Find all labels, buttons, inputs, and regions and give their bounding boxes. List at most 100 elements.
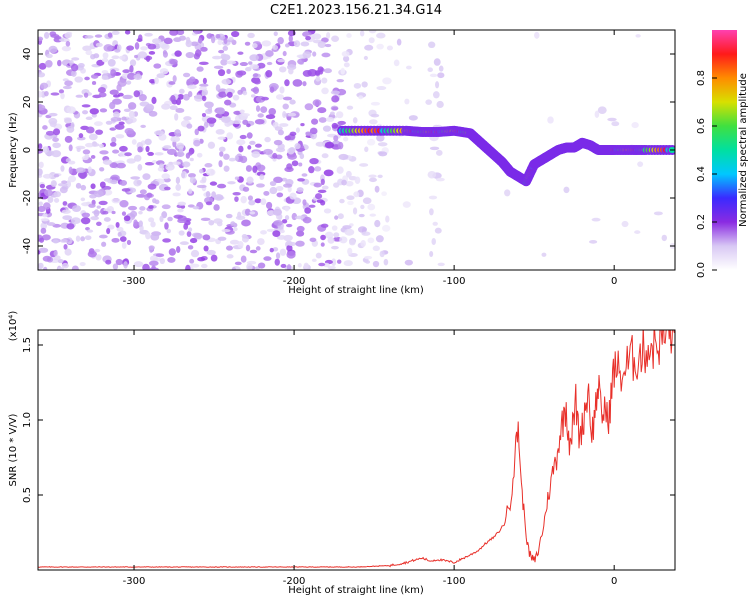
heatmap-cell <box>119 180 128 186</box>
heatmap-cell <box>375 235 384 243</box>
heatmap-cell <box>177 93 185 100</box>
heatmap-cell <box>142 173 151 181</box>
snr-x-axis-label: Height of straight line (km) <box>288 585 424 596</box>
heatmap-cell <box>289 192 297 200</box>
heatmap-cell <box>367 203 376 211</box>
heatmap-cell <box>192 205 200 210</box>
heatmap-cell <box>52 137 59 142</box>
x-tick-label: 0 <box>611 576 617 587</box>
heatmap-cell <box>340 67 346 75</box>
heatmap-cell <box>339 198 345 204</box>
heatmap-cell <box>155 253 165 258</box>
heatmap-cell <box>169 30 179 36</box>
heatmap-cell <box>71 57 80 61</box>
figure-title: C2E1.2023.156.21.34.G14 <box>270 3 442 18</box>
heatmap-cell <box>364 146 369 153</box>
heatmap-cell <box>87 250 97 258</box>
heatmap-cell <box>76 147 81 152</box>
heatmap-cell <box>133 90 141 98</box>
heatmap-cell <box>296 230 305 237</box>
heatmap-cell <box>318 262 326 267</box>
heatmap-cells <box>38 30 675 270</box>
heatmap-cell <box>248 200 256 206</box>
heatmap-cell <box>226 60 237 65</box>
heatmap-cell <box>170 136 180 143</box>
heatmap-cell <box>154 199 160 205</box>
heatmap-cell <box>272 121 279 129</box>
heatmap-cell <box>227 181 236 185</box>
heatmap-cell <box>217 236 227 241</box>
heatmap-cell <box>278 66 287 73</box>
heatmap-cell <box>40 82 49 89</box>
heatmap-cell <box>233 110 242 115</box>
heatmap-cell <box>134 54 139 59</box>
heatmap-cell <box>345 170 352 178</box>
heatmap-cell <box>103 208 111 212</box>
heatmap-cell <box>255 183 265 188</box>
heatmap-cell <box>66 125 75 133</box>
heatmap-cell <box>269 86 275 93</box>
heatmap-cell <box>210 254 218 262</box>
heatmap-cell <box>348 239 356 246</box>
heatmap-cell <box>352 117 358 124</box>
heatmap-cell <box>240 195 247 204</box>
heatmap-cell <box>354 176 361 184</box>
heatmap-cell <box>62 215 73 221</box>
heatmap-cell <box>233 227 238 232</box>
heatmap-cell <box>213 194 224 201</box>
heatmap-cell <box>302 81 307 87</box>
heatmap-cell <box>190 249 200 258</box>
heatmap-cell <box>147 151 154 156</box>
heatmap-cell <box>217 69 226 77</box>
heatmap-cell <box>113 111 120 119</box>
heatmap-cell <box>283 183 293 188</box>
heatmap-cell <box>272 45 279 50</box>
heatmap-cell <box>321 87 329 95</box>
heatmap-cell <box>163 186 171 191</box>
heatmap-cell <box>110 117 120 122</box>
heatmap-cell <box>119 55 126 60</box>
heatmap-cell <box>246 263 253 270</box>
heatmap-cell <box>210 35 216 44</box>
heatmap-cell <box>275 186 284 191</box>
heatmap-cell <box>228 157 236 162</box>
heatmap-cell <box>379 250 385 258</box>
heatmap-cell <box>277 58 286 63</box>
heatmap-cell <box>323 68 332 74</box>
heatmap-cell <box>249 249 258 254</box>
heatmap-cell <box>404 98 410 105</box>
heatmap-cell <box>428 195 438 200</box>
heatmap-cell <box>317 107 327 114</box>
heatmap-cell <box>252 165 258 173</box>
heatmap-cell <box>247 32 255 39</box>
heatmap-cell <box>169 58 178 65</box>
heatmap-cell <box>198 37 203 44</box>
heatmap-cell <box>93 121 103 127</box>
heatmap-cell <box>236 139 246 146</box>
heatmap-cell <box>182 93 190 101</box>
heatmap-cell <box>158 133 167 141</box>
heatmap-cell <box>223 153 230 160</box>
heatmap-cell <box>249 211 256 215</box>
heatmap-cell <box>435 149 443 156</box>
heatmap-cell <box>272 230 281 237</box>
heatmap-cell <box>90 155 96 159</box>
heatmap-cell <box>202 77 207 85</box>
heatmap-cell <box>326 32 331 39</box>
heatmap-cell <box>159 257 166 265</box>
heatmap-cell <box>84 154 90 159</box>
heatmap-cell <box>161 103 171 110</box>
heatmap-cell <box>431 237 436 245</box>
heatmap-cell <box>148 51 156 55</box>
heatmap-cell <box>370 101 381 106</box>
heatmap-cell <box>46 53 53 59</box>
heatmap-cell <box>337 120 346 125</box>
heatmap-cell <box>217 39 223 46</box>
heatmap-cell <box>299 153 305 160</box>
heatmap-cell <box>193 139 201 147</box>
heatmap-cell <box>138 94 147 102</box>
heatmap-cell <box>346 33 352 39</box>
heatmap-cell <box>284 206 290 212</box>
heatmap-cell <box>241 113 250 117</box>
heatmap-cell <box>176 142 185 150</box>
